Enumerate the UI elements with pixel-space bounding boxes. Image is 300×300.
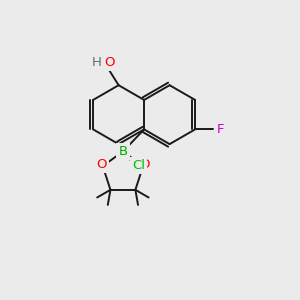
Text: Cl: Cl xyxy=(132,159,145,172)
Text: B: B xyxy=(118,145,128,158)
Text: F: F xyxy=(217,123,224,136)
Text: H: H xyxy=(92,56,102,69)
Text: O: O xyxy=(139,158,150,171)
Text: O: O xyxy=(96,158,106,171)
Text: O: O xyxy=(104,56,114,69)
